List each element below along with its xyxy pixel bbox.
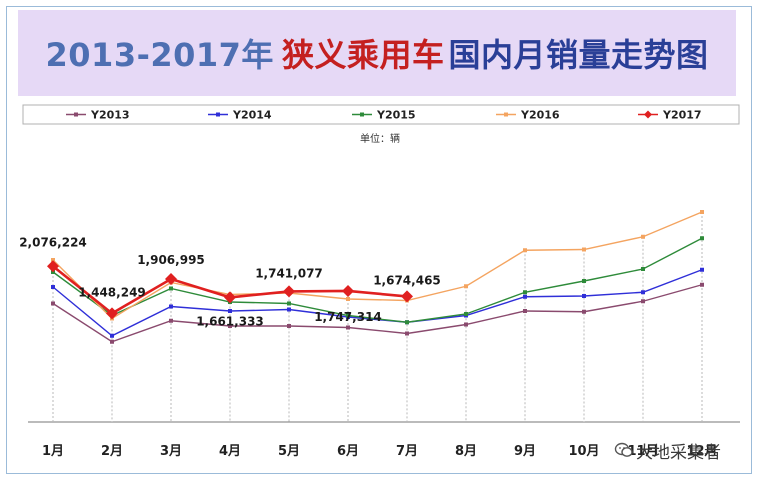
data-point-Y2015 (641, 267, 645, 271)
chart-title: 2013-2017年 狭义乘用车 国内月销量走势图 (18, 10, 736, 96)
x-tick-label: 8月 (455, 444, 477, 459)
x-tick-label: 3月 (160, 444, 182, 459)
data-point-Y2013 (582, 309, 586, 314)
data-point-Y2017 (401, 290, 413, 303)
x-tick-label: 1月 (42, 444, 64, 459)
data-point-Y2013 (346, 325, 350, 330)
data-point-Y2015 (582, 279, 586, 283)
series-line-Y2014 (52, 269, 703, 337)
data-point-Y2016 (464, 284, 468, 289)
x-tick-label: 4月 (219, 444, 241, 459)
data-label: 1,906,995 (137, 253, 205, 267)
legend-label-Y2017: Y2017 (662, 109, 702, 122)
x-tick-label: 2月 (101, 444, 123, 459)
data-point-Y2014 (641, 290, 645, 295)
title-banner: 2013-2017年 狭义乘用车 国内月销量走势图 (18, 10, 736, 96)
data-point-Y2015 (464, 312, 468, 316)
series-line-Y2016 (52, 211, 703, 320)
x-tick-label: 9月 (514, 444, 536, 459)
data-label: 1,674,465 (373, 273, 441, 287)
data-point-Y2015 (523, 290, 527, 295)
data-point-Y2013 (51, 301, 55, 306)
series-line-Y2015 (52, 237, 703, 323)
watermark-text: 大地采集者 (636, 442, 721, 463)
legend-label-Y2016: Y2016 (520, 109, 560, 122)
data-point-Y2014 (700, 267, 704, 272)
data-point-Y2016 (582, 247, 586, 252)
data-point-Y2014 (582, 294, 586, 298)
data-point-Y2015 (287, 301, 291, 306)
unit-label: 单位：辆 (360, 132, 400, 145)
data-label: 1,661,333 (196, 314, 264, 328)
data-point-Y2016 (523, 248, 527, 253)
data-point-Y2016 (51, 258, 55, 262)
x-tick-label: 7月 (396, 444, 418, 459)
data-point-Y2014 (110, 333, 114, 338)
data-point-Y2016 (700, 210, 704, 214)
data-point-Y2014 (287, 307, 291, 312)
data-label: 1,747,314 (314, 310, 382, 324)
data-point-Y2014 (228, 309, 232, 313)
data-point-Y2014 (169, 304, 173, 309)
data-point-Y2016 (641, 234, 645, 239)
legend-box (22, 104, 740, 125)
series-line-Y2013 (52, 284, 703, 343)
data-point-Y2015 (405, 320, 409, 325)
data-point-Y2015 (169, 286, 173, 291)
x-tick-label: 11月 (627, 444, 658, 459)
data-point-Y2013 (169, 318, 173, 323)
data-label: 2,076,224 (19, 235, 87, 249)
data-point-Y2013 (110, 339, 114, 344)
data-point-Y2017 (165, 272, 177, 285)
x-tick-label: 6月 (337, 444, 359, 459)
data-point-Y2015 (346, 313, 350, 318)
data-point-Y2016 (346, 297, 350, 301)
data-point-Y2017 (283, 285, 295, 298)
legend-marker-Y2015 (360, 112, 364, 117)
x-tick-label: 5月 (278, 444, 300, 459)
data-point-Y2017 (224, 291, 236, 304)
watermark: 大地采集者 (614, 438, 721, 463)
data-point-Y2014 (523, 294, 527, 299)
data-point-Y2013 (700, 282, 704, 287)
data-label: 1,448,249 (78, 285, 146, 299)
title-highlight: 狭义乘用车 (281, 36, 445, 74)
wechat-icon (614, 442, 633, 457)
legend-label-Y2015: Y2015 (376, 109, 416, 122)
data-label: 1,741,077 (255, 266, 323, 280)
data-point-Y2015 (700, 236, 704, 241)
legend-marker-Y2013 (74, 112, 78, 117)
data-point-Y2013 (287, 324, 291, 328)
legend-marker-Y2016 (504, 112, 508, 117)
data-point-Y2017 (106, 307, 118, 320)
data-point-Y2013 (641, 299, 645, 304)
legend-marker-Y2014 (216, 112, 220, 117)
data-point-Y2013 (464, 322, 468, 327)
data-point-Y2014 (51, 285, 55, 289)
data-point-Y2017 (342, 284, 354, 297)
legend-marker-Y2017 (644, 110, 652, 119)
data-point-Y2017 (47, 260, 59, 273)
title-rest: 国内月销量走势图 (448, 36, 709, 74)
legend-label-Y2013: Y2013 (90, 109, 130, 122)
x-tick-label: 10月 (568, 444, 599, 459)
data-point-Y2013 (523, 309, 527, 313)
x-tick-label: 12月 (686, 444, 717, 459)
data-point-Y2013 (405, 331, 409, 336)
data-point-Y2013 (228, 324, 232, 328)
legend-label-Y2014: Y2014 (232, 109, 272, 122)
title-years: 2013-2017年 (45, 36, 274, 74)
